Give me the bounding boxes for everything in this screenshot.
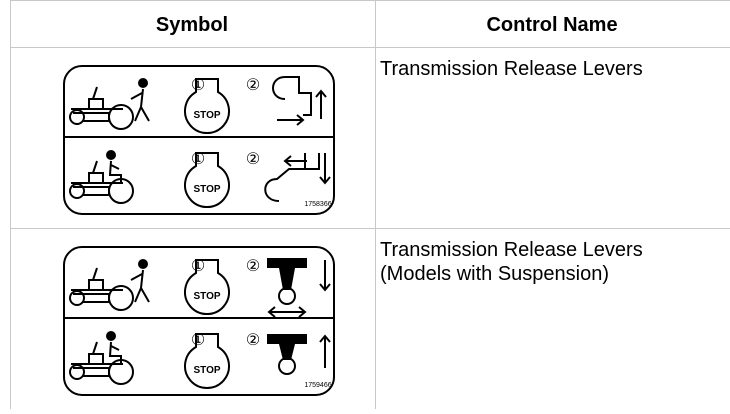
step-number: ② — [246, 332, 260, 349]
lever-pivot — [278, 287, 296, 305]
mower-body — [71, 267, 123, 303]
arrow — [267, 306, 307, 318]
stop-knob — [184, 78, 230, 135]
stop-label: STOP — [193, 365, 220, 376]
step-number: ① — [191, 77, 205, 94]
mower-body — [71, 341, 123, 377]
step-number: ① — [191, 258, 205, 275]
header-cell: Control Name — [486, 14, 617, 36]
step-number: ① — [191, 332, 205, 349]
stop-knob — [184, 259, 230, 316]
part-number: 1759466 — [304, 382, 331, 389]
decal-step: ① STOP ② — [69, 331, 331, 390]
operator-body — [130, 88, 150, 122]
control-name: Transmission Release Levers — [380, 58, 643, 80]
arrow — [319, 260, 331, 292]
table-grid — [10, 0, 730, 409]
step-number: ② — [246, 151, 260, 168]
decal-symbol: ① STOP ② ① STOP ② 1759466 — [63, 246, 335, 396]
header-cell: Symbol — [156, 14, 228, 36]
operator-head — [138, 259, 148, 269]
arrow — [277, 89, 327, 126]
decal-border — [63, 65, 335, 215]
stop-label: STOP — [193, 110, 220, 121]
decal-step: ① STOP ② — [69, 76, 327, 135]
lever-pivot — [278, 357, 296, 375]
part-number: 1758366 — [304, 201, 331, 208]
operator-head — [106, 331, 116, 341]
lever-bar — [267, 258, 307, 268]
decal-step: ① STOP ② — [69, 150, 331, 209]
control-name: Transmission Release Levers — [380, 239, 643, 261]
operator-head — [106, 150, 116, 160]
arrow — [319, 334, 331, 368]
mower-body — [71, 160, 123, 196]
mower-body — [71, 86, 123, 122]
step-number: ② — [246, 77, 260, 94]
lever-arm — [279, 268, 295, 290]
operator-body — [108, 160, 122, 183]
step-number: ① — [191, 151, 205, 168]
decal-border — [63, 246, 335, 396]
control-name: (Models with Suspension) — [380, 263, 609, 285]
lever-arm — [279, 344, 295, 360]
lever-bar — [267, 334, 307, 344]
arrow — [283, 153, 331, 185]
lever — [272, 76, 312, 116]
stop-knob — [184, 152, 230, 209]
stop-knob — [184, 333, 230, 390]
operator-head — [138, 78, 148, 88]
decal-step: ① STOP ② — [69, 258, 331, 318]
operator-body — [108, 341, 122, 364]
stop-label: STOP — [193, 184, 220, 195]
step-number: ② — [246, 258, 260, 275]
operator-body — [130, 269, 150, 303]
stop-label: STOP — [193, 291, 220, 302]
decal-symbol: ① STOP ② ① STOP ② 1758366 — [63, 65, 335, 215]
